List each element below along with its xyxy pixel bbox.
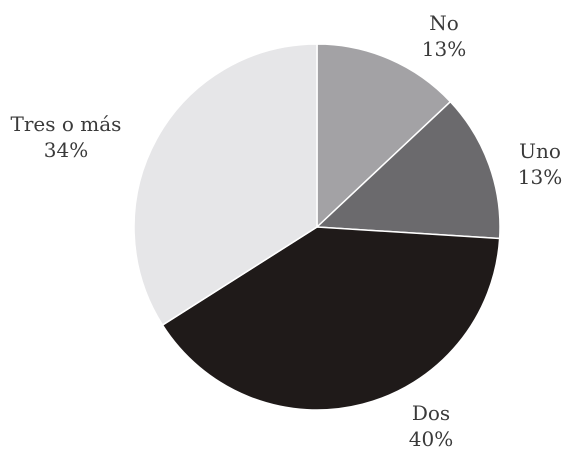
slice-label-uno: Uno xyxy=(519,139,561,163)
slice-label-no: No xyxy=(429,11,459,35)
slice-value-no: 13% xyxy=(422,37,466,61)
slice-value-tres-o-ms: 34% xyxy=(44,138,88,162)
pie-slice-dos xyxy=(161,226,501,411)
pie-slice-uno xyxy=(315,100,501,240)
slice-label-dos: Dos xyxy=(412,401,450,425)
slice-label-tres-o-ms: Tres o más xyxy=(11,112,122,136)
pie-slice-no xyxy=(316,43,452,229)
slice-value-dos: 40% xyxy=(409,427,453,451)
pie-slice-tres-o-ms xyxy=(133,43,318,327)
slice-value-uno: 13% xyxy=(518,165,562,189)
